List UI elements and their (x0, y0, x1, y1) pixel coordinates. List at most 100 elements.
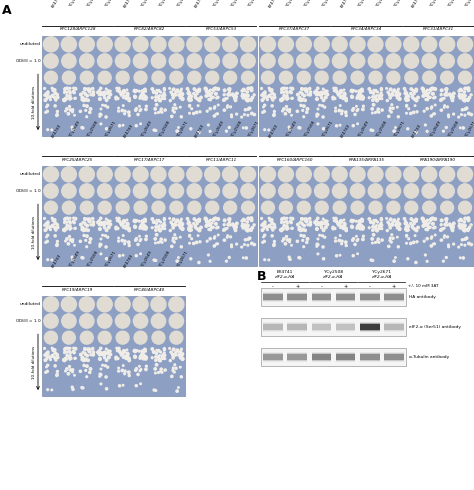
Circle shape (87, 349, 90, 351)
Circle shape (405, 229, 408, 231)
Circle shape (260, 167, 275, 182)
Circle shape (380, 97, 381, 99)
Circle shape (267, 229, 268, 231)
Circle shape (301, 219, 303, 220)
Circle shape (302, 109, 304, 111)
Bar (311, 352, 331, 362)
Circle shape (303, 88, 306, 90)
Circle shape (178, 257, 179, 258)
Circle shape (107, 236, 109, 238)
Circle shape (466, 99, 469, 101)
Text: 10-fold dilutions: 10-fold dilutions (32, 86, 36, 119)
Circle shape (179, 351, 181, 353)
Circle shape (407, 128, 409, 130)
Circle shape (135, 221, 136, 223)
Circle shape (350, 220, 353, 222)
Circle shape (80, 71, 93, 84)
Circle shape (64, 352, 65, 353)
Circle shape (235, 225, 237, 228)
Circle shape (289, 258, 291, 260)
Circle shape (115, 356, 118, 359)
Circle shape (103, 221, 106, 224)
Circle shape (268, 225, 270, 227)
Text: BY4743: BY4743 (123, 0, 134, 8)
Circle shape (393, 130, 395, 132)
Circle shape (300, 229, 301, 231)
Bar (311, 293, 331, 301)
Circle shape (362, 238, 364, 241)
Circle shape (440, 109, 442, 111)
Circle shape (281, 91, 283, 93)
Circle shape (315, 90, 317, 92)
Circle shape (176, 219, 179, 221)
Circle shape (458, 95, 461, 97)
Circle shape (67, 113, 70, 115)
Circle shape (447, 224, 448, 226)
Circle shape (423, 240, 425, 242)
Circle shape (187, 167, 202, 182)
Circle shape (84, 348, 86, 350)
Circle shape (100, 368, 102, 370)
Circle shape (72, 258, 74, 260)
Circle shape (452, 225, 454, 228)
Circle shape (69, 347, 71, 349)
Circle shape (224, 201, 237, 214)
Circle shape (262, 71, 274, 84)
Circle shape (301, 99, 303, 101)
Circle shape (429, 89, 432, 91)
Circle shape (320, 97, 322, 98)
Circle shape (316, 228, 319, 230)
Circle shape (335, 237, 337, 239)
Circle shape (45, 201, 57, 214)
Circle shape (144, 348, 146, 351)
Circle shape (332, 37, 347, 52)
Circle shape (206, 240, 208, 242)
Circle shape (155, 99, 157, 101)
Circle shape (162, 355, 164, 358)
Circle shape (426, 228, 428, 231)
Circle shape (181, 218, 182, 220)
Circle shape (368, 184, 383, 198)
Circle shape (270, 220, 273, 222)
Circle shape (91, 347, 94, 350)
Circle shape (72, 388, 74, 391)
Circle shape (103, 91, 106, 94)
Circle shape (301, 88, 303, 91)
Circle shape (440, 100, 441, 101)
Circle shape (133, 37, 148, 52)
Circle shape (444, 227, 445, 229)
Circle shape (398, 225, 400, 227)
Circle shape (227, 237, 228, 238)
Circle shape (108, 220, 110, 223)
Circle shape (427, 89, 428, 91)
Circle shape (208, 124, 210, 126)
Circle shape (234, 227, 236, 229)
Circle shape (120, 94, 122, 96)
Circle shape (116, 184, 130, 198)
Circle shape (422, 167, 437, 182)
Circle shape (410, 243, 412, 245)
Circle shape (139, 366, 140, 367)
Text: BY4743: BY4743 (268, 0, 279, 8)
Circle shape (74, 347, 77, 350)
Circle shape (345, 241, 347, 244)
Circle shape (83, 104, 85, 106)
Circle shape (292, 98, 293, 99)
Circle shape (460, 96, 463, 98)
Circle shape (296, 240, 299, 243)
Bar (261, 288, 406, 306)
Circle shape (433, 97, 435, 99)
Bar (311, 322, 331, 332)
Circle shape (426, 130, 428, 132)
Circle shape (198, 90, 201, 92)
Circle shape (356, 110, 358, 112)
Circle shape (463, 99, 465, 101)
Circle shape (226, 260, 228, 262)
Circle shape (405, 71, 418, 84)
Text: YCy2508: YCy2508 (87, 121, 100, 138)
Circle shape (124, 373, 126, 375)
Circle shape (63, 229, 66, 232)
Circle shape (84, 222, 86, 224)
Circle shape (444, 235, 446, 236)
Circle shape (140, 224, 143, 227)
